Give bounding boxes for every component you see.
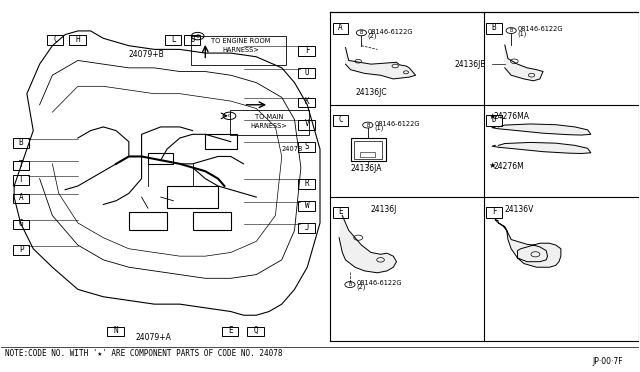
Polygon shape <box>346 48 415 79</box>
Bar <box>129 212 167 230</box>
Text: TO ENGINE ROOM: TO ENGINE ROOM <box>211 38 270 44</box>
Text: B: B <box>19 138 24 147</box>
Text: (1): (1) <box>374 125 383 131</box>
Text: 08146-6122G: 08146-6122G <box>356 280 402 286</box>
Text: P: P <box>19 245 24 254</box>
Text: F: F <box>492 207 496 217</box>
Text: 24079+B: 24079+B <box>129 51 164 60</box>
Text: 24276M: 24276M <box>493 161 524 170</box>
Polygon shape <box>492 124 591 135</box>
Text: R: R <box>305 179 310 187</box>
Text: C: C <box>196 33 200 39</box>
Text: 24136JC: 24136JC <box>355 88 387 97</box>
Polygon shape <box>492 142 591 154</box>
Text: L: L <box>171 35 176 44</box>
Text: NOTE:CODE NO. WITH '★' ARE COMPONENT PARTS OF CODE NO. 24078: NOTE:CODE NO. WITH '★' ARE COMPONENT PAR… <box>4 350 282 359</box>
Text: 08146-6122G: 08146-6122G <box>374 121 420 127</box>
Text: TO MAIN: TO MAIN <box>255 114 284 120</box>
Text: (1): (1) <box>518 30 527 37</box>
Text: B: B <box>492 23 496 32</box>
Text: JP·00·7F: JP·00·7F <box>592 357 623 366</box>
Text: E: E <box>228 326 233 335</box>
Text: T: T <box>19 175 24 184</box>
Text: N: N <box>114 326 118 335</box>
Text: Q: Q <box>254 326 259 335</box>
Text: 08146-6122G: 08146-6122G <box>518 26 563 32</box>
Text: H: H <box>76 35 80 44</box>
Text: U: U <box>305 68 310 77</box>
Text: K: K <box>305 97 310 106</box>
Text: 24136JB: 24136JB <box>454 60 486 70</box>
Text: V: V <box>305 119 310 128</box>
Text: 24136V: 24136V <box>505 205 534 214</box>
Bar <box>351 138 386 161</box>
Text: W: W <box>305 201 310 210</box>
Polygon shape <box>505 45 543 81</box>
Text: ★: ★ <box>489 161 497 170</box>
Text: B: B <box>360 30 363 35</box>
Text: B: B <box>348 282 351 287</box>
Text: T: T <box>19 160 24 169</box>
Text: 24079+A: 24079+A <box>135 333 171 342</box>
Bar <box>193 212 231 230</box>
Text: D: D <box>190 35 195 44</box>
Polygon shape <box>495 219 561 267</box>
Text: A: A <box>19 193 24 202</box>
Text: ★: ★ <box>489 112 497 121</box>
Text: 24136JA: 24136JA <box>351 164 382 173</box>
Text: 24276MA: 24276MA <box>493 112 529 121</box>
Text: (2): (2) <box>368 32 378 39</box>
Bar <box>354 141 382 159</box>
Text: G: G <box>19 219 24 228</box>
Bar <box>205 134 237 149</box>
Text: E: E <box>338 207 342 217</box>
Text: A: A <box>338 23 342 32</box>
Text: F: F <box>305 46 310 55</box>
Text: S: S <box>305 142 310 151</box>
Text: C: C <box>338 115 342 124</box>
Text: d: d <box>228 113 231 118</box>
Bar <box>148 153 173 164</box>
Text: C: C <box>53 35 58 44</box>
Text: D: D <box>492 115 496 124</box>
Text: 08146-6122G: 08146-6122G <box>368 29 413 35</box>
Text: HARNESS>: HARNESS> <box>222 47 259 53</box>
Text: J: J <box>305 223 310 232</box>
Text: 24078: 24078 <box>282 146 303 152</box>
Text: B: B <box>366 123 369 128</box>
Bar <box>167 186 218 208</box>
Text: 24136J: 24136J <box>371 205 397 214</box>
Text: HARNESS>: HARNESS> <box>251 123 287 129</box>
Bar <box>360 152 376 157</box>
Text: (2): (2) <box>356 284 366 291</box>
Text: B: B <box>509 28 513 33</box>
Polygon shape <box>339 215 396 273</box>
